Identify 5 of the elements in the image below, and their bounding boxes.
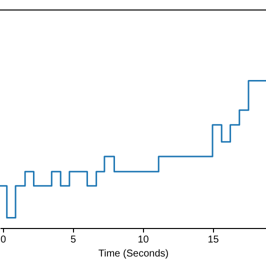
x-tick-label: 0	[0, 234, 7, 246]
x-tick-label: 15	[208, 234, 220, 246]
x-tick-label: 5	[70, 234, 77, 246]
x-axis-title: Time (Seconds)	[98, 248, 169, 260]
x-tick-label: 10	[138, 234, 150, 246]
